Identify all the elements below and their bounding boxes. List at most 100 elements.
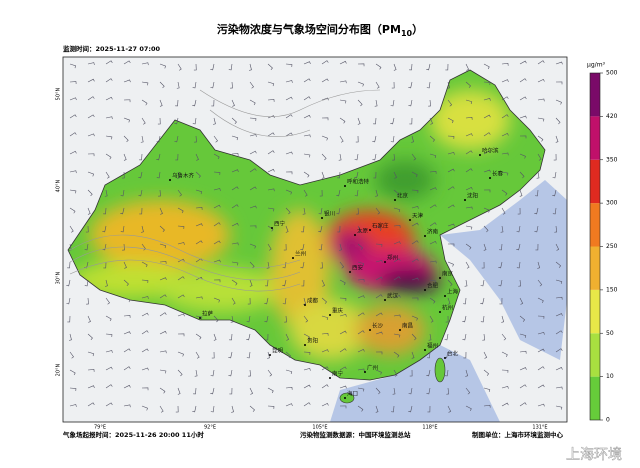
wind-barb xyxy=(393,225,401,228)
wind-barb xyxy=(519,78,527,83)
wind-barb xyxy=(356,207,359,215)
wind-barb xyxy=(393,369,398,377)
wind-barb xyxy=(537,78,545,83)
wind-barb xyxy=(211,351,215,359)
wind-barb xyxy=(249,150,257,155)
wind-barb xyxy=(177,242,185,245)
city-label: 济南 xyxy=(427,228,439,236)
wind-barb xyxy=(339,330,347,335)
wind-barb xyxy=(447,405,452,413)
wind-barb xyxy=(141,117,146,125)
wind-barb xyxy=(321,97,329,101)
city-dot xyxy=(344,185,346,187)
wind-barb xyxy=(303,368,311,371)
wind-barb xyxy=(249,205,257,209)
wind-barb xyxy=(411,135,414,143)
wind-barb xyxy=(483,189,491,193)
wind-barb xyxy=(140,135,144,143)
wind-barb xyxy=(447,117,454,124)
wind-barb xyxy=(321,171,325,179)
wind-barb xyxy=(483,150,491,155)
wind-barb xyxy=(228,369,233,377)
wind-barb xyxy=(519,153,526,159)
wind-barb xyxy=(303,351,311,355)
wind-barb xyxy=(105,402,113,407)
wind-barb xyxy=(408,405,413,413)
wind-barb xyxy=(213,135,218,143)
wind-barb xyxy=(301,279,305,287)
city-label: 重庆 xyxy=(332,307,344,315)
wind-barb xyxy=(339,261,345,269)
wind-barb xyxy=(175,153,179,161)
wind-barb xyxy=(159,387,166,394)
wind-barb xyxy=(267,351,270,359)
wind-barb xyxy=(555,367,563,371)
wind-barb xyxy=(159,405,164,413)
wind-barb xyxy=(393,207,401,213)
wind-barb xyxy=(210,369,215,377)
wind-barb xyxy=(555,279,563,284)
wind-barb xyxy=(517,207,521,215)
wind-barb xyxy=(159,330,167,335)
wind-barb xyxy=(282,297,287,305)
wind-barb xyxy=(321,402,329,407)
wind-barb xyxy=(213,259,221,263)
wind-barb xyxy=(159,277,167,281)
lat-label: 50°N xyxy=(56,87,62,100)
wind-barb xyxy=(69,387,77,391)
wind-barb xyxy=(246,333,251,341)
wind-barb xyxy=(285,96,293,101)
wind-barb xyxy=(87,207,91,215)
legend-tick-label: 50 xyxy=(606,330,614,337)
city-dot xyxy=(344,397,346,399)
wind-barb xyxy=(336,189,341,197)
wind-barb xyxy=(138,189,143,197)
wind-barb xyxy=(159,225,165,232)
wind-barb xyxy=(501,402,509,407)
wind-barb xyxy=(375,387,381,395)
wind-barb xyxy=(105,384,113,389)
wind-barb xyxy=(285,387,293,390)
wind-barb xyxy=(177,276,185,281)
wind-barb xyxy=(465,133,473,137)
city-label: 杭州 xyxy=(442,304,453,312)
wind-barb xyxy=(429,240,437,245)
wind-barb xyxy=(105,171,110,179)
wind-barb xyxy=(393,63,397,71)
wind-barb xyxy=(141,348,149,353)
wind-barb xyxy=(193,63,197,71)
wind-barb xyxy=(120,189,125,197)
wind-barb xyxy=(426,387,431,395)
city-dot xyxy=(439,311,441,313)
city-dot xyxy=(349,271,351,273)
wind-barb xyxy=(429,297,436,304)
wind-barb xyxy=(321,384,329,389)
wind-barb xyxy=(210,387,215,395)
wind-barb xyxy=(339,366,347,371)
wind-barb xyxy=(285,207,291,215)
wind-barb xyxy=(357,387,365,392)
wind-barb xyxy=(501,152,509,156)
wind-barb xyxy=(537,279,543,287)
wind-barb xyxy=(159,261,167,264)
wind-barb xyxy=(462,333,467,341)
wind-barb xyxy=(411,315,418,321)
wind-barb xyxy=(357,81,364,87)
wind-barb xyxy=(249,81,254,89)
wind-barb xyxy=(501,385,509,389)
wind-barb xyxy=(429,204,437,209)
wind-barb xyxy=(265,279,269,287)
wind-barb xyxy=(537,366,545,371)
wind-barb xyxy=(339,348,347,353)
wind-barb xyxy=(357,330,365,335)
wind-barb xyxy=(230,315,234,323)
wind-barb xyxy=(537,153,542,161)
city-label: 南京 xyxy=(442,270,454,278)
wind-barb xyxy=(375,294,383,299)
wind-barb xyxy=(318,225,323,233)
wind-barb xyxy=(354,153,359,161)
wind-barb xyxy=(69,333,72,341)
wind-barb xyxy=(69,150,77,155)
wind-barb xyxy=(69,189,77,194)
wind-barb xyxy=(303,114,311,119)
